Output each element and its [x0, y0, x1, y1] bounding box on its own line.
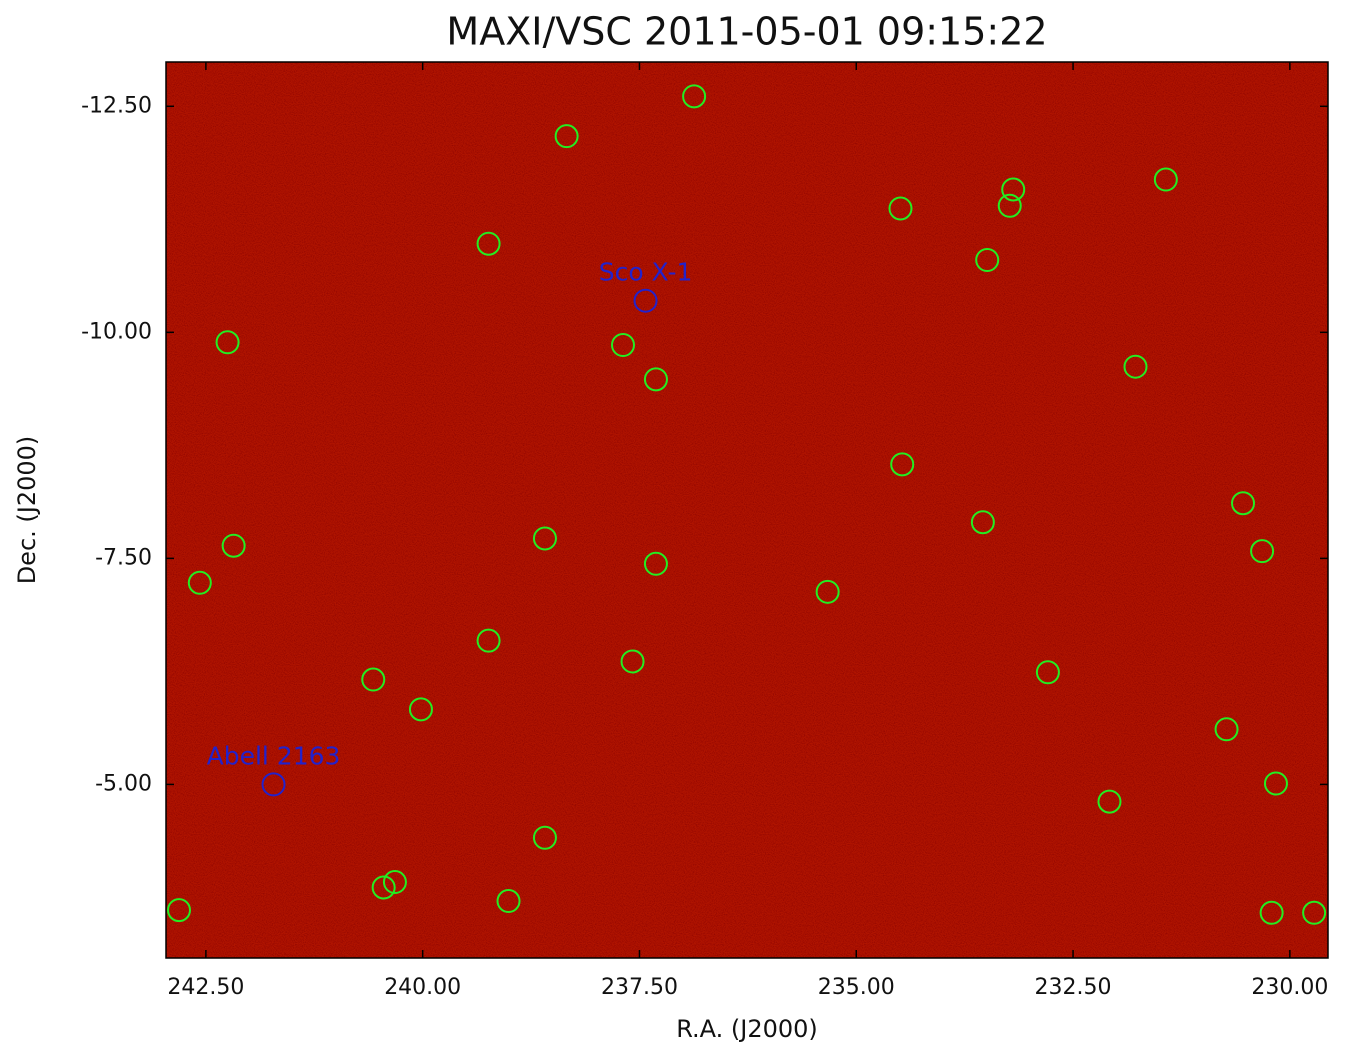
source-circle [1214, 717, 1239, 742]
source-circle [815, 579, 840, 604]
source-circle [610, 332, 635, 357]
source-circle [1231, 491, 1256, 516]
annotation-label: Abell 2163 [207, 741, 341, 770]
x-tick-label: 242.50 [167, 975, 244, 1000]
source-circle [1259, 900, 1284, 925]
source-circle [361, 667, 386, 692]
source-circle [643, 367, 668, 392]
source-circle [1001, 177, 1026, 202]
source-circle [215, 330, 240, 355]
x-axis-label: R.A. (J2000) [676, 1015, 818, 1043]
source-circle [1302, 900, 1327, 925]
source-circle [682, 84, 707, 109]
source-circle [975, 248, 1000, 273]
source-circle [532, 526, 557, 551]
source-circle [371, 875, 396, 900]
chart-title: MAXI/VSC 2011-05-01 09:15:22 [446, 10, 1047, 54]
source-circle [1035, 660, 1060, 685]
source-circle [554, 124, 579, 149]
source-circle [620, 649, 645, 674]
image-noise [166, 62, 1328, 958]
y-tick-label: -5.00 [95, 771, 152, 796]
source-circle [476, 231, 501, 256]
source-circle [970, 510, 995, 535]
source-circle [382, 870, 407, 895]
x-tick-label: 232.50 [1035, 975, 1112, 1000]
source-circle [221, 533, 246, 558]
source-circle [532, 825, 557, 850]
source-circle [1123, 354, 1148, 379]
annotation-circle [261, 772, 286, 797]
x-tick-label: 240.00 [384, 975, 461, 1000]
source-circle [1097, 789, 1122, 814]
y-axis-label: Dec. (J2000) [13, 436, 41, 585]
x-tick-label: 235.00 [818, 975, 895, 1000]
y-tick-label: -10.00 [81, 319, 152, 344]
y-tick-label: -12.50 [81, 93, 152, 118]
source-circle [643, 551, 668, 576]
source-circle [888, 196, 913, 221]
plot-frame [165, 61, 1329, 959]
x-tick-label: 237.50 [601, 975, 678, 1000]
annotation-circle [633, 288, 658, 313]
source-circle [496, 889, 521, 914]
source-circle [1153, 167, 1178, 192]
source-circle [1263, 771, 1288, 796]
source-circle [167, 898, 192, 923]
plot-area: Sco X-1 Abell 2163 [167, 84, 1327, 925]
source-circle [408, 697, 433, 722]
source-circle [187, 570, 212, 595]
y-tick-label: -7.50 [95, 545, 152, 570]
source-circle [1250, 539, 1275, 564]
source-circle [997, 193, 1022, 218]
source-circle [476, 628, 501, 653]
source-circle [890, 452, 915, 477]
x-tick-label: 230.00 [1251, 975, 1328, 1000]
annotation-label: Sco X-1 [599, 258, 693, 287]
